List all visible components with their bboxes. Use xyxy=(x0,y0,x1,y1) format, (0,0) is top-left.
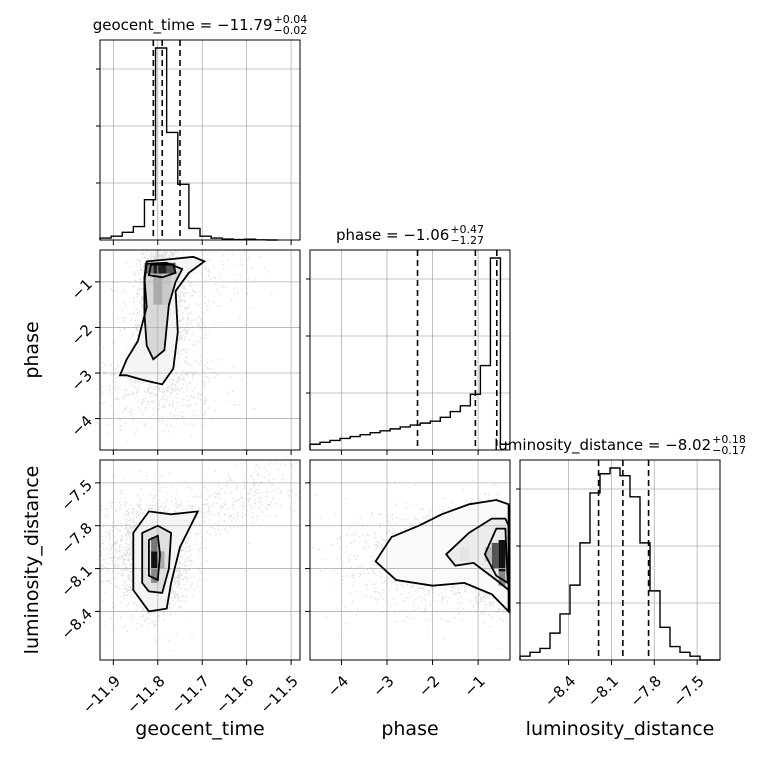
density-cell xyxy=(166,262,176,274)
contour-outer xyxy=(374,499,510,614)
title-upper: +0.47 xyxy=(450,223,484,236)
x-tick-label: −7.5 xyxy=(669,672,707,710)
density-cell xyxy=(459,547,469,562)
density-cell xyxy=(151,568,158,583)
density-cell xyxy=(144,262,154,274)
title-lower: −0.02 xyxy=(274,24,308,37)
density-cell xyxy=(491,542,499,569)
x-tick-label: −11.9 xyxy=(79,672,124,717)
x-tick-label: −8.4 xyxy=(541,672,579,710)
y-tick-label: −8.4 xyxy=(58,605,96,643)
panel-frame xyxy=(519,459,721,661)
sample-points xyxy=(100,462,301,657)
x-tick-label: −11.6 xyxy=(212,672,257,717)
contour-inner xyxy=(148,534,161,582)
title-upper: +0.04 xyxy=(274,13,308,26)
x-axis-label-phase: phase xyxy=(381,718,438,740)
x-tick-label: −11.7 xyxy=(168,672,213,717)
title-main: phase = −1.06 xyxy=(336,226,449,244)
y-tick-label: −7.5 xyxy=(58,476,96,514)
grid-layer xyxy=(100,40,720,660)
panel-frame xyxy=(99,249,301,451)
x-tick-label: −1 xyxy=(460,672,488,700)
density-cell xyxy=(151,551,158,569)
x-tick-label: −3 xyxy=(369,672,397,700)
density-cell xyxy=(162,273,172,305)
contour-mid xyxy=(444,517,510,592)
contour-inner xyxy=(483,527,509,585)
samples-geocent_time-vs-luminosity_distance xyxy=(100,462,301,657)
x-tick-label: −8.1 xyxy=(584,672,622,710)
panel-title-geocent_time: geocent_time = −11.79 +0.04−0.02 xyxy=(93,13,308,37)
x-axis-label-geocent_time: geocent_time xyxy=(135,718,264,740)
title-lower: −1.27 xyxy=(450,234,484,247)
y-tick-label: −1 xyxy=(68,275,96,303)
title-main: geocent_time = −11.79 xyxy=(93,16,273,35)
y-axis-label-luminosity_distance: luminosity_distance xyxy=(21,466,43,655)
title-lower: −0.17 xyxy=(712,444,746,457)
y-axis-label-phase: phase xyxy=(21,321,43,378)
density-cell xyxy=(157,551,165,569)
title-upper: +0.18 xyxy=(712,433,746,446)
panel-title-luminosity_distance: luminosity_distance = −8.02 +0.18−0.17 xyxy=(494,433,746,457)
density-cell xyxy=(484,547,492,562)
y-tick-label: −4 xyxy=(68,412,96,440)
x-axis-label-luminosity_distance: luminosity_distance xyxy=(526,718,715,740)
panel-frame xyxy=(309,249,511,451)
panel-frame xyxy=(99,459,301,661)
frames-layer xyxy=(95,39,721,665)
contour-mid xyxy=(143,261,184,361)
x-tick-label: −2 xyxy=(415,672,443,700)
y-tick-label: −8.1 xyxy=(58,562,96,600)
x-tick-label: −4 xyxy=(324,672,352,700)
x-tick-label: −11.8 xyxy=(123,672,168,717)
contour-fill xyxy=(375,500,509,612)
marks-layer xyxy=(99,40,720,661)
y-tick-label: −2 xyxy=(68,321,96,349)
title-main: luminosity_distance = −8.02 xyxy=(494,436,711,455)
contour-mid xyxy=(141,524,173,594)
density-cell xyxy=(498,540,506,572)
histogram-luminosity_distance xyxy=(519,467,720,661)
panel-title-phase: phase = −1.06 +0.47−1.27 xyxy=(336,223,484,247)
y-tick-label: −7.8 xyxy=(58,519,96,557)
contour-outer xyxy=(118,255,207,386)
panel-frame xyxy=(309,459,511,661)
histogram-geocent_time xyxy=(99,47,278,241)
x-tick-label: −11.5 xyxy=(257,672,302,717)
y-tick-label: −3 xyxy=(68,366,96,394)
contour-outer xyxy=(132,510,200,613)
x-tick-label: −7.8 xyxy=(627,672,665,710)
density-cell xyxy=(151,537,158,552)
density-cell xyxy=(153,262,167,274)
panel-frame xyxy=(99,39,301,241)
contour-inner xyxy=(147,263,177,279)
histogram-phase xyxy=(309,257,510,450)
